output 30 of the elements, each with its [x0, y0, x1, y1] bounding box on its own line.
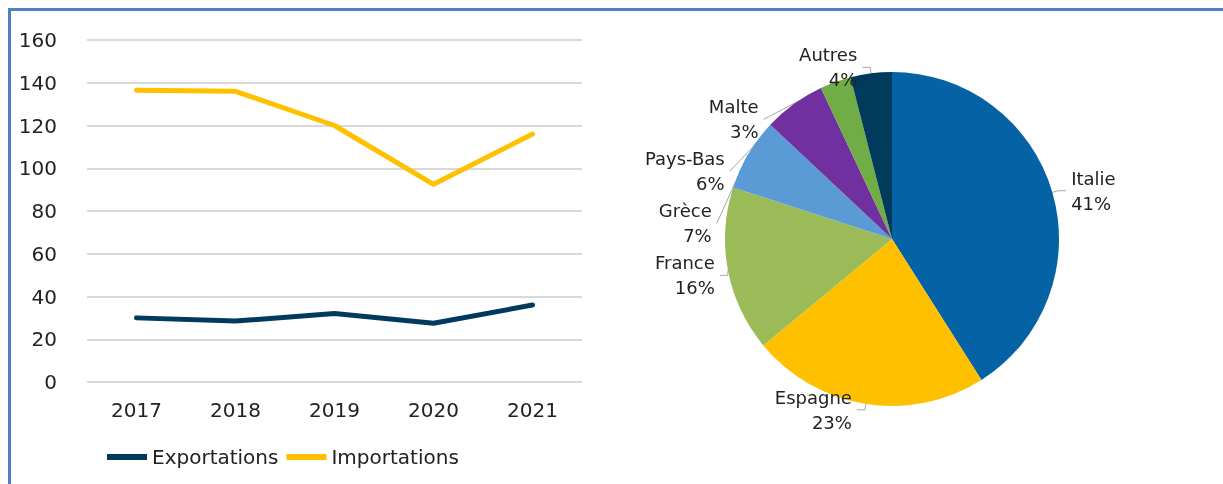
- y-tick-label: 20: [31, 327, 57, 352]
- data-label: 16%: [674, 277, 715, 299]
- y-tick-label: 80: [31, 199, 57, 223]
- y-tick-label: 0: [44, 370, 57, 394]
- x-tick-label: 2020: [408, 398, 459, 422]
- y-tick-label: 160: [18, 28, 57, 52]
- data-label: 23%: [811, 411, 852, 433]
- y-tick-label: 140: [18, 70, 57, 95]
- x-tick-label: 2019: [309, 398, 360, 422]
- legend-label: Importations: [331, 445, 459, 469]
- slice-label: Grèce: [658, 200, 712, 222]
- slice-label: France: [654, 252, 715, 274]
- data-label: 7%: [683, 225, 712, 247]
- slice-label: Italie: [1071, 167, 1116, 189]
- x-tick-label: 2017: [111, 398, 162, 422]
- data-label: 3%: [730, 121, 759, 143]
- data-label: 41%: [1071, 192, 1112, 214]
- data-label: 6%: [696, 173, 725, 195]
- slice-label: Pays-Bas: [644, 148, 725, 170]
- y-tick-label: 40: [31, 284, 57, 309]
- y-tick-label: 120: [18, 113, 57, 138]
- x-tick-label: 2021: [507, 398, 558, 422]
- data-label: 4%: [828, 69, 858, 91]
- slice-label: Malte: [708, 96, 759, 118]
- slice-label: Autres: [799, 44, 858, 66]
- legend-label: Exportations: [152, 445, 279, 469]
- slice-label: Espagne: [774, 386, 852, 408]
- x-tick-label: 2018: [210, 398, 261, 422]
- y-tick-label: 60: [31, 241, 57, 266]
- y-tick-label: 100: [18, 156, 57, 181]
